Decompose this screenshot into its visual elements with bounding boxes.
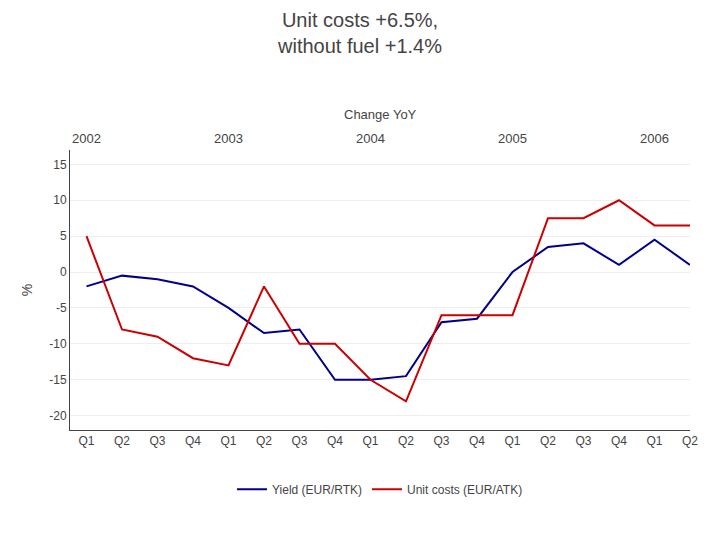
svg-text:Q3: Q3 — [575, 434, 591, 448]
svg-text:%: % — [19, 284, 35, 296]
svg-text:Q4: Q4 — [185, 434, 201, 448]
svg-text:Q3: Q3 — [291, 434, 307, 448]
svg-text:Q1: Q1 — [504, 434, 520, 448]
svg-text:2005: 2005 — [498, 131, 527, 146]
svg-text:Unit costs (EUR/ATK): Unit costs (EUR/ATK) — [407, 483, 522, 497]
svg-text:Q3: Q3 — [433, 434, 449, 448]
svg-text:Q1: Q1 — [362, 434, 378, 448]
svg-text:Q2: Q2 — [256, 434, 272, 448]
svg-text:Q4: Q4 — [469, 434, 485, 448]
svg-text:10: 10 — [53, 193, 67, 207]
svg-text:-15: -15 — [49, 373, 67, 387]
svg-text:Q2: Q2 — [114, 434, 130, 448]
svg-text:-20: -20 — [49, 409, 67, 423]
svg-text:2006: 2006 — [640, 131, 669, 146]
svg-text:Q2: Q2 — [682, 434, 698, 448]
svg-text:5: 5 — [60, 229, 67, 243]
svg-text:0: 0 — [60, 265, 67, 279]
svg-text:2003: 2003 — [214, 131, 243, 146]
svg-text:Unit costs +6.5%,without fuel: Unit costs +6.5%,without fuel +1.4% — [277, 9, 442, 57]
svg-text:Q2: Q2 — [398, 434, 414, 448]
svg-text:Q4: Q4 — [611, 434, 627, 448]
svg-text:Q1: Q1 — [78, 434, 94, 448]
svg-text:Yield (EUR/RTK): Yield (EUR/RTK) — [272, 483, 362, 497]
svg-text:Q2: Q2 — [540, 434, 556, 448]
svg-text:2002: 2002 — [72, 131, 101, 146]
svg-text:-5: -5 — [56, 301, 67, 315]
svg-text:2004: 2004 — [356, 131, 385, 146]
svg-text:Q4: Q4 — [327, 434, 343, 448]
svg-text:-10: -10 — [49, 337, 67, 351]
svg-text:Q1: Q1 — [646, 434, 662, 448]
svg-text:Q3: Q3 — [149, 434, 165, 448]
svg-text:15: 15 — [53, 158, 67, 172]
svg-text:Change YoY: Change YoY — [344, 107, 417, 122]
svg-text:Q1: Q1 — [220, 434, 236, 448]
